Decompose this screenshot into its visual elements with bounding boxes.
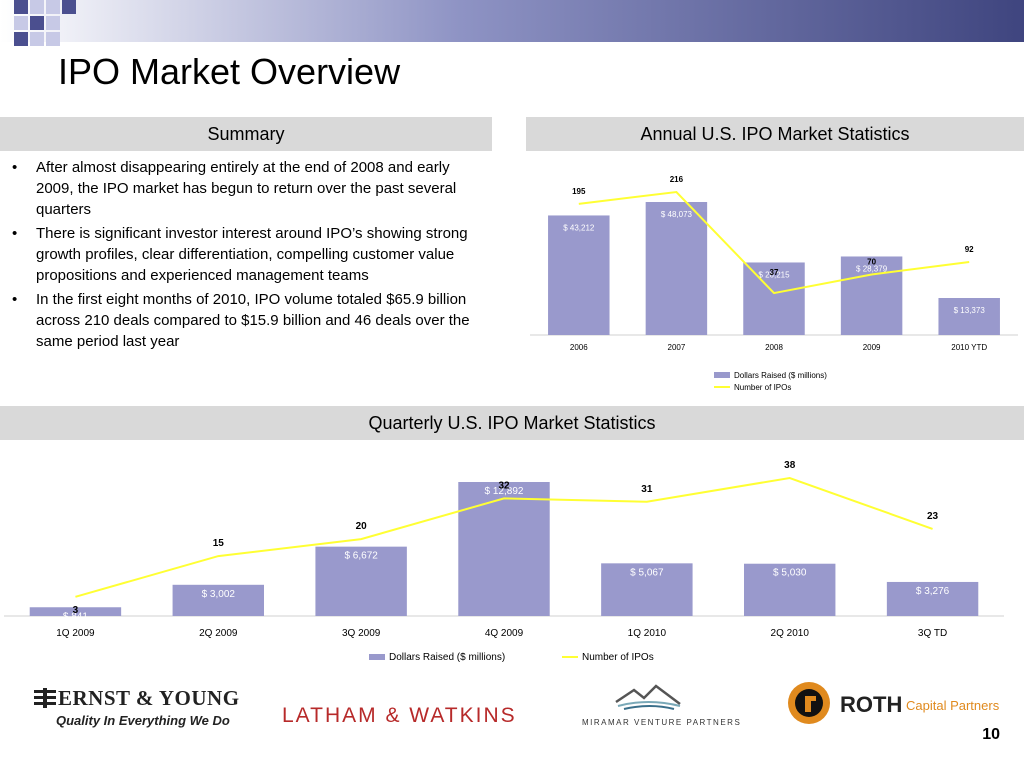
bar-dollars-raised [172,584,264,616]
line-number-of-ipos [75,476,933,598]
bar-value-label: $ 5,067 [630,567,664,578]
x-tick-label: 2007 [668,343,686,352]
roth-logo: ROTH Capital Partners [786,680,1006,730]
annual-ipo-chart: $ 43,212 2006 $ 48,073 2007 $ 26,215 2008 $ 28… [530,175,1018,392]
bar-dollars-raised [601,563,693,616]
bar-value-label: $ 841 [63,611,88,622]
bar-dollars-raised [315,546,407,616]
bar-dollars-raised [938,298,1000,335]
summary-bullet: • In the first eight months of 2010, IPO … [10,289,490,352]
line-value-label: 15 [213,538,225,549]
summary-header: Summary [0,117,492,151]
x-tick-label: 2010 YTD [951,343,987,352]
roth-subname: Capital Partners [906,698,1000,713]
page-title: IPO Market Overview [58,51,401,92]
bar-value-label: $ 3,276 [916,586,950,597]
line-value-label: 92 [965,245,974,254]
legend-label-line: Number of IPOs [734,383,791,392]
bar-dollars-raised [645,202,708,335]
line-value-label: 70 [867,257,876,266]
x-tick-label: 2009 [863,343,881,352]
legend-swatch-bar [714,372,730,378]
bar-value-label: $ 26,215 [758,270,790,279]
bullet-text: After almost disappearing entirely at th… [36,159,457,218]
line-value-label: 32 [498,480,510,491]
top-banner [0,0,1024,42]
bar-value-label: $ 3,002 [202,589,236,600]
bar-dollars-raised [743,262,805,335]
bullet-text: In the first eight months of 2010, IPO v… [36,291,470,350]
line-value-label: 37 [770,268,779,277]
bar-value-label: $ 13,373 [954,306,986,315]
bar-dollars-raised [744,563,836,616]
line-value-label: 23 [927,511,939,522]
legend-swatch-bar [369,654,385,660]
x-tick-label: 2Q 2010 [771,628,810,639]
summary-bullet: • After almost disappearing entirely at t… [10,157,490,220]
bar-value-label: $ 43,212 [563,223,595,232]
x-tick-label: 2006 [570,343,588,352]
annual-chart-header: Annual U.S. IPO Market Statistics [526,117,1024,151]
miramar-name: MIRAMAR VENTURE PARTNERS [582,718,742,727]
line-value-label: 20 [356,521,368,532]
line-value-label: 216 [670,175,684,184]
page-number: 10 [982,726,1000,743]
x-tick-label: 2Q 2009 [199,628,238,639]
bullet-glyph: • [12,291,18,308]
quarterly-ipo-chart: $ 841 1Q 2009 $ 3,002 2Q 2009 $ 6,672 3Q 2009… [4,460,1004,663]
bar-value-label: $ 28,379 [856,264,888,273]
x-tick-label: 3Q TD [918,628,947,639]
line-value-label: 31 [641,484,653,495]
x-tick-label: 1Q 2010 [628,628,667,639]
x-tick-label: 1Q 2009 [56,628,95,639]
line-number-of-ipos [578,190,970,295]
bar-dollars-raised [886,581,979,616]
summary-bullet-list: • After almost disappearing entirely at t… [10,157,490,355]
line-value-label: 195 [572,187,586,196]
legend-label-line: Number of IPOs [582,652,654,663]
x-tick-label: 3Q 2009 [342,628,381,639]
bar-value-label: $ 6,672 [344,551,378,562]
x-tick-label: 2008 [765,343,783,352]
bullet-glyph: • [12,159,18,176]
bar-dollars-raised [840,256,903,335]
line-value-label: 3 [73,605,79,616]
ey-name: ERNST & YOUNG [58,686,240,710]
roth-name: ROTH [840,692,903,717]
bar-value-label: $ 48,073 [661,210,693,219]
legend-label-bar: Dollars Raised ($ millions) [734,371,827,380]
summary-bullet: • There is significant investor interest … [10,223,490,286]
x-tick-label: 4Q 2009 [485,628,524,639]
bar-dollars-raised [548,215,610,335]
miramar-logo: MIRAMAR VENTURE PARTNERS [582,684,740,732]
ey-mark-icon [34,688,56,708]
quarterly-chart-header: Quarterly U.S. IPO Market Statistics [0,406,1024,440]
bullet-glyph: • [12,225,18,242]
bullet-text: There is significant investor interest a… [36,225,468,284]
mountain-icon [615,684,681,710]
bar-value-label: $ 12,892 [485,486,524,497]
bar-dollars-raised [29,607,122,616]
latham-watkins-logo: LATHAM & WATKINS [282,704,517,727]
bar-value-label: $ 5,030 [773,568,807,579]
ernst-young-logo: ERNST & YOUNG Quality In Everything We D… [34,686,239,734]
bar-dollars-raised [458,482,550,616]
roth-r-icon [788,682,830,724]
ey-tagline: Quality In Everything We Do [56,713,230,728]
line-value-label: 38 [784,460,796,471]
legend-label-bar: Dollars Raised ($ millions) [389,652,505,663]
